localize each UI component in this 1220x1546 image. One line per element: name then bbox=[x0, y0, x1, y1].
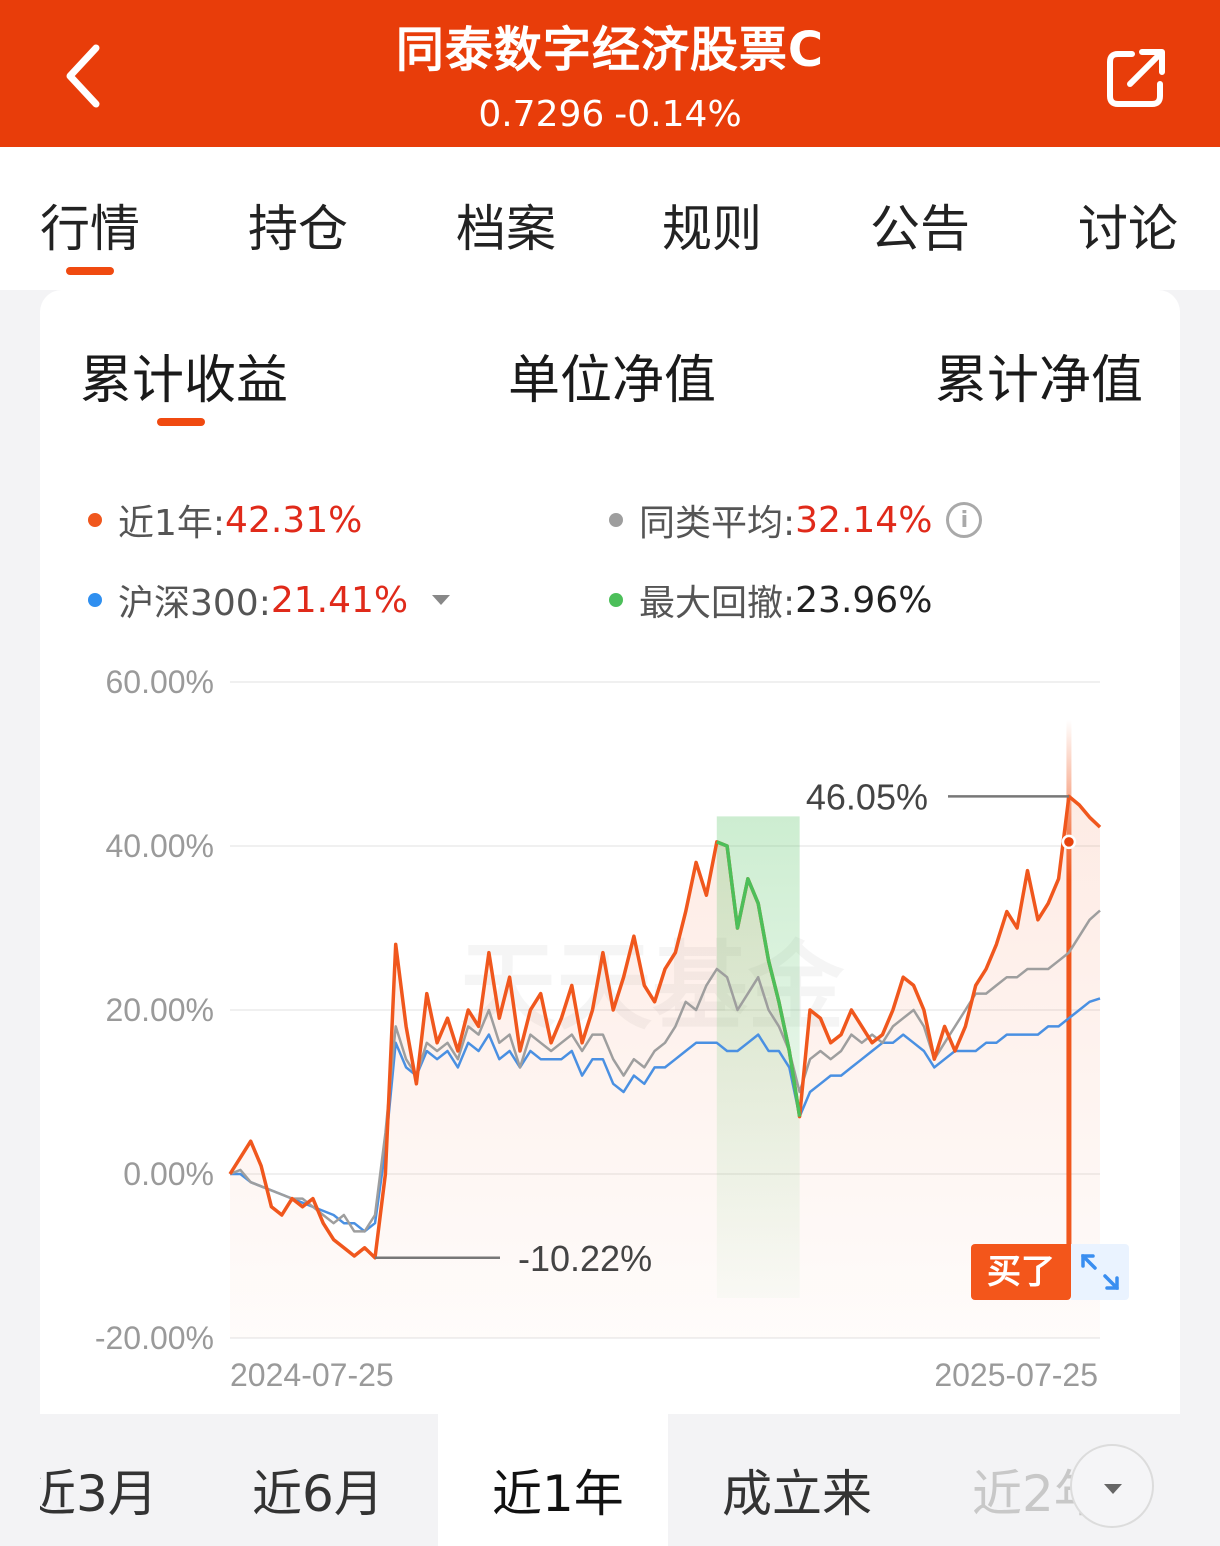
legend-index: 沪深300: 21.41% bbox=[88, 574, 451, 626]
fund-change: -0.14% bbox=[614, 94, 742, 135]
legend-index-label: 沪深300: bbox=[118, 583, 271, 624]
fund-nav: 0.7296 bbox=[478, 94, 605, 135]
buy-button[interactable]: 买了 bbox=[971, 1244, 1071, 1300]
peer-series-line bbox=[229, 909, 1101, 1233]
legend-drawdown-value: 23.96% bbox=[795, 579, 933, 621]
min-annotation-label: -10.22% bbox=[518, 1238, 652, 1279]
legend-index-value: 21.41% bbox=[270, 579, 409, 621]
y-tick-label: -20.00% bbox=[95, 1320, 214, 1356]
active-tab-indicator bbox=[66, 267, 114, 275]
legend-peer: 同类平均: 32.14% i bbox=[609, 494, 983, 546]
tab-holdings[interactable]: 持仓 bbox=[248, 200, 348, 258]
drawdown-segment-line bbox=[716, 840, 802, 1117]
legend-dot-fund bbox=[88, 513, 102, 527]
max-annotation-label: 46.05% bbox=[806, 776, 928, 817]
main-tabs: 行情 持仓 档案 规则 公告 讨论 bbox=[0, 147, 1220, 290]
active-period-highlight bbox=[438, 1414, 668, 1546]
expand-button[interactable] bbox=[1071, 1244, 1129, 1300]
subtab-cumulative-nav[interactable]: 累计净值 bbox=[935, 351, 1144, 411]
legend-fund-value: 42.31% bbox=[225, 499, 363, 541]
legend-peer-label: 同类平均: bbox=[639, 503, 796, 544]
legend-drawdown: 最大回撤: 23.96% bbox=[609, 574, 932, 626]
header-bar: 同泰数字经济股票C 0.7296 -0.14% bbox=[0, 0, 1220, 147]
legend-dot-index bbox=[88, 593, 102, 607]
back-button[interactable] bbox=[52, 36, 116, 116]
return-chart[interactable]: 60.00% 40.00% 20.00% 0.00% -20.00% 2024-07-25… bbox=[40, 290, 1180, 1414]
fund-title: 同泰数字经济股票C bbox=[395, 22, 825, 78]
share-icon bbox=[1107, 49, 1165, 107]
active-subtab-indicator bbox=[157, 418, 205, 426]
tab-rules[interactable]: 规则 bbox=[662, 200, 762, 258]
y-tick-label: 40.00% bbox=[105, 828, 214, 864]
period-selector: 近3月 近6月 近1年 成立来 近2年 bbox=[40, 1414, 1180, 1546]
legend-fund-label: 近1年: bbox=[118, 503, 226, 544]
period-since-inception[interactable]: 成立来 bbox=[722, 1465, 872, 1523]
legend-dot-drawdown bbox=[609, 593, 623, 607]
legend-dot-peer bbox=[609, 513, 623, 527]
expand-icon bbox=[1081, 1254, 1119, 1290]
subtab-unit-nav[interactable]: 单位净值 bbox=[508, 351, 717, 411]
y-tick-label: 20.00% bbox=[105, 992, 214, 1028]
period-3m[interactable]: 近3月 bbox=[40, 1465, 158, 1523]
fund-price-line: 0.7296 -0.14% bbox=[0, 94, 1220, 135]
chevron-left-icon bbox=[66, 44, 100, 108]
chevron-down-icon bbox=[1104, 1484, 1122, 1494]
tab-profile[interactable]: 档案 bbox=[456, 200, 556, 258]
subtab-cumulative-return[interactable]: 累计收益 bbox=[80, 351, 289, 411]
index-dropdown-caret-icon[interactable] bbox=[432, 595, 451, 605]
more-periods-button[interactable] bbox=[1070, 1444, 1154, 1528]
tab-discussion[interactable]: 讨论 bbox=[1078, 200, 1178, 258]
share-button[interactable] bbox=[1096, 40, 1176, 116]
legend-drawdown-label: 最大回撤: bbox=[639, 583, 796, 624]
x-tick-label-start: 2024-07-25 bbox=[230, 1357, 394, 1393]
period-1y[interactable]: 近1年 bbox=[492, 1465, 624, 1523]
chart-card: 累计收益 单位净值 累计净值 近1年: 42.31% 同类平均: 32.14% i … bbox=[40, 290, 1180, 1546]
buy-marker-line bbox=[1066, 720, 1072, 1255]
tab-announcements[interactable]: 公告 bbox=[870, 200, 970, 258]
legend-peer-value: 32.14% bbox=[795, 499, 933, 541]
info-icon[interactable]: i bbox=[946, 502, 983, 538]
legend-fund: 近1年: 42.31% bbox=[88, 494, 362, 546]
x-tick-label-end: 2025-07-25 bbox=[934, 1357, 1098, 1393]
period-6m[interactable]: 近6月 bbox=[252, 1465, 384, 1523]
drawdown-band bbox=[716, 816, 800, 1298]
y-tick-label: 60.00% bbox=[105, 664, 214, 700]
tab-market[interactable]: 行情 bbox=[40, 200, 140, 258]
y-tick-label: 0.00% bbox=[123, 1156, 214, 1192]
buy-marker-dot bbox=[1061, 834, 1077, 850]
